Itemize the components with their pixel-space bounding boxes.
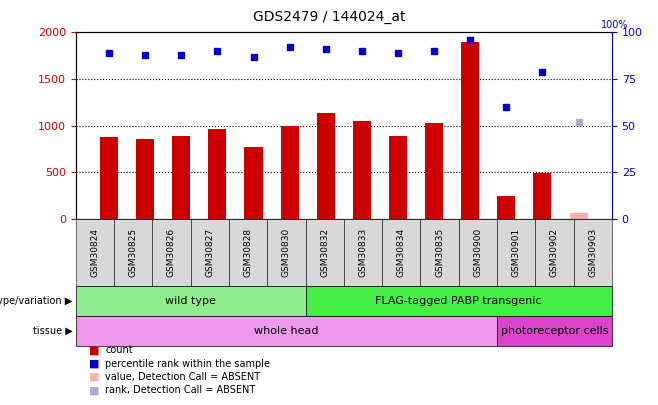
Bar (136, 139, 154, 219)
Text: GSM30833: GSM30833 (359, 228, 367, 277)
Text: genotype/variation ▶: genotype/variation ▶ (0, 296, 72, 306)
Bar (353, 121, 371, 219)
Text: GSM30901: GSM30901 (512, 228, 520, 277)
Bar (389, 136, 407, 219)
Text: GSM30826: GSM30826 (167, 228, 176, 277)
Text: tissue ▶: tissue ▶ (33, 326, 72, 336)
Text: photoreceptor cells: photoreceptor cells (501, 326, 608, 336)
Bar (461, 42, 479, 219)
Bar (316, 113, 335, 219)
Text: ■: ■ (89, 359, 99, 369)
Bar (100, 137, 118, 219)
Text: value, Detection Call = ABSENT: value, Detection Call = ABSENT (105, 372, 261, 382)
Bar (534, 173, 551, 219)
Bar (570, 213, 588, 219)
Text: GSM30824: GSM30824 (90, 228, 99, 277)
Bar (280, 126, 299, 219)
Text: GSM30825: GSM30825 (128, 228, 138, 277)
Bar (245, 147, 263, 219)
Text: GDS2479 / 144024_at: GDS2479 / 144024_at (253, 10, 405, 24)
Text: GSM30834: GSM30834 (397, 228, 406, 277)
Bar (172, 136, 190, 219)
Text: FLAG-tagged PABP transgenic: FLAG-tagged PABP transgenic (376, 296, 542, 306)
Text: GSM30832: GSM30832 (320, 228, 329, 277)
Text: GSM30900: GSM30900 (473, 228, 482, 277)
Text: percentile rank within the sample: percentile rank within the sample (105, 359, 270, 369)
Text: GSM30828: GSM30828 (243, 228, 253, 277)
Text: GSM30835: GSM30835 (435, 228, 444, 277)
Text: ■: ■ (89, 345, 99, 355)
Text: rank, Detection Call = ABSENT: rank, Detection Call = ABSENT (105, 386, 255, 395)
Text: GSM30827: GSM30827 (205, 228, 215, 277)
Bar (497, 196, 515, 219)
Text: GSM30903: GSM30903 (588, 228, 597, 277)
Text: count: count (105, 345, 133, 355)
Text: GSM30830: GSM30830 (282, 228, 291, 277)
Text: wild type: wild type (165, 296, 216, 306)
Text: whole head: whole head (254, 326, 318, 336)
Text: 100%: 100% (601, 20, 628, 30)
Bar (425, 123, 443, 219)
Bar (209, 129, 226, 219)
Text: GSM30902: GSM30902 (550, 228, 559, 277)
Text: ■: ■ (89, 386, 99, 395)
Text: ■: ■ (89, 372, 99, 382)
